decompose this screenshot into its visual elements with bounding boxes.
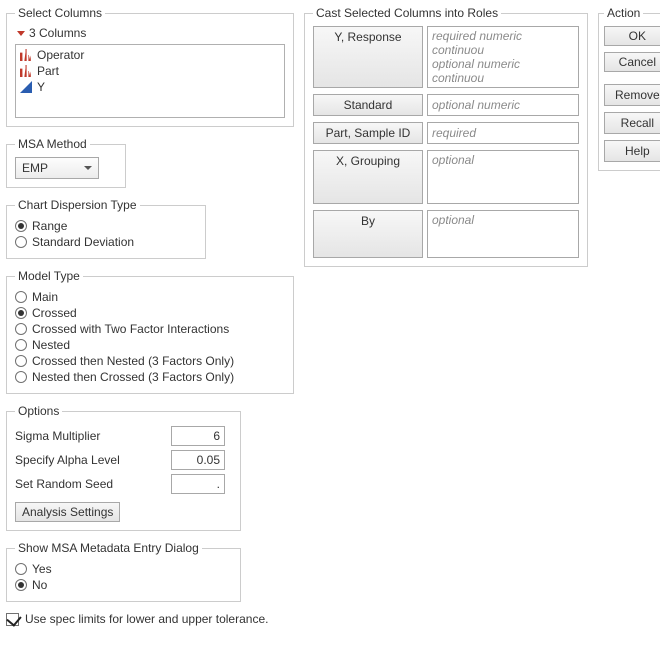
radio-icon[interactable] bbox=[15, 307, 27, 319]
radio-icon[interactable] bbox=[15, 339, 27, 351]
seed-input[interactable]: . bbox=[171, 474, 225, 494]
msa-method-legend: MSA Method bbox=[15, 137, 90, 151]
list-item[interactable]: Operator bbox=[20, 47, 280, 63]
role-row: Y, Responserequired numeric continuouopt… bbox=[313, 26, 579, 88]
metadata-dialog-group: Show MSA Metadata Entry Dialog Yes No bbox=[6, 541, 241, 602]
columns-count-label: 3 Columns bbox=[29, 26, 86, 40]
disclosure-icon[interactable] bbox=[17, 31, 25, 36]
model-type-option-label: Crossed then Nested (3 Factors Only) bbox=[32, 354, 234, 368]
roles-legend: Cast Selected Columns into Roles bbox=[313, 6, 501, 20]
model-type-option[interactable]: Crossed with Two Factor Interactions bbox=[15, 321, 285, 337]
radio-icon[interactable] bbox=[15, 371, 27, 383]
role-row: X, Grouping optional bbox=[313, 150, 579, 204]
chevron-down-icon bbox=[84, 166, 92, 170]
model-type-option[interactable]: Crossed bbox=[15, 305, 285, 321]
seed-label: Set Random Seed bbox=[15, 477, 113, 491]
model-type-option[interactable]: Nested bbox=[15, 337, 285, 353]
radio-icon[interactable] bbox=[15, 563, 27, 575]
recall-button[interactable]: Recall bbox=[604, 112, 660, 134]
list-item[interactable]: Part bbox=[20, 63, 280, 79]
model-type-option-label: Nested then Crossed (3 Factors Only) bbox=[32, 370, 234, 384]
metadata-option[interactable]: No bbox=[15, 577, 232, 593]
ok-button[interactable]: OK bbox=[604, 26, 660, 46]
role-drop-target[interactable]: required bbox=[427, 122, 579, 144]
radio-icon[interactable] bbox=[15, 236, 27, 248]
msa-method-combo[interactable]: EMP bbox=[15, 157, 99, 179]
columns-listbox[interactable]: Operator Part Y bbox=[15, 44, 285, 118]
spec-limits-row[interactable]: Use spec limits for lower and upper tole… bbox=[6, 612, 294, 626]
role-button[interactable]: X, Grouping bbox=[313, 150, 423, 204]
action-group: Action OK Cancel Remove Recall Help bbox=[598, 6, 660, 171]
spec-limits-label: Use spec limits for lower and upper tole… bbox=[25, 612, 268, 626]
dispersion-legend: Chart Dispersion Type bbox=[15, 198, 140, 212]
list-item-label: Part bbox=[37, 64, 59, 78]
model-type-option-label: Main bbox=[32, 290, 58, 304]
role-row: By optional bbox=[313, 210, 579, 258]
sigma-label: Sigma Multiplier bbox=[15, 429, 100, 443]
metadata-dialog-legend: Show MSA Metadata Entry Dialog bbox=[15, 541, 202, 555]
model-type-option-label: Crossed bbox=[32, 306, 77, 320]
select-columns-legend: Select Columns bbox=[15, 6, 105, 20]
dispersion-group: Chart Dispersion Type Range Standard Devi… bbox=[6, 198, 206, 259]
continuous-icon bbox=[20, 81, 32, 93]
model-type-option[interactable]: Crossed then Nested (3 Factors Only) bbox=[15, 353, 285, 369]
select-columns-group: Select Columns 3 Columns Operator Part Y bbox=[6, 6, 294, 127]
remove-button[interactable]: Remove bbox=[604, 84, 660, 106]
nominal-icon bbox=[20, 65, 32, 77]
model-type-legend: Model Type bbox=[15, 269, 83, 283]
action-legend: Action bbox=[604, 6, 643, 20]
role-placeholder-text: optional numeric bbox=[432, 98, 574, 112]
metadata-option[interactable]: Yes bbox=[15, 561, 232, 577]
role-button[interactable]: Y, Response bbox=[313, 26, 423, 88]
role-drop-target[interactable]: optional bbox=[427, 150, 579, 204]
radio-icon[interactable] bbox=[15, 220, 27, 232]
role-drop-target[interactable]: optional numeric bbox=[427, 94, 579, 116]
sigma-input[interactable]: 6 bbox=[171, 426, 225, 446]
role-placeholder-text: optional numeric continuou bbox=[432, 57, 574, 85]
role-placeholder-text: required bbox=[432, 126, 574, 140]
model-type-option-label: Nested bbox=[32, 338, 70, 352]
nominal-icon bbox=[20, 49, 32, 61]
help-button[interactable]: Help bbox=[604, 140, 660, 162]
role-drop-target[interactable]: optional bbox=[427, 210, 579, 258]
model-type-option[interactable]: Main bbox=[15, 289, 285, 305]
role-placeholder-text: required numeric continuou bbox=[432, 29, 574, 57]
columns-count-row[interactable]: 3 Columns bbox=[15, 26, 285, 40]
msa-method-group: MSA Method EMP bbox=[6, 137, 126, 188]
radio-icon[interactable] bbox=[15, 291, 27, 303]
list-item-label: Operator bbox=[37, 48, 84, 62]
list-item[interactable]: Y bbox=[20, 79, 280, 95]
list-item-label: Y bbox=[37, 80, 45, 94]
role-drop-target[interactable]: required numeric continuouoptional numer… bbox=[427, 26, 579, 88]
dispersion-option-label: Standard Deviation bbox=[32, 235, 134, 249]
role-button[interactable]: Part, Sample ID bbox=[313, 122, 423, 144]
radio-icon[interactable] bbox=[15, 355, 27, 367]
role-row: Standard optional numeric bbox=[313, 94, 579, 116]
dispersion-option[interactable]: Standard Deviation bbox=[15, 234, 197, 250]
model-type-group: Model Type Main Crossed Crossed with Two F… bbox=[6, 269, 294, 394]
role-placeholder-text: optional bbox=[432, 153, 574, 167]
metadata-option-label: No bbox=[32, 578, 47, 592]
roles-group: Cast Selected Columns into Roles Y, Resp… bbox=[304, 6, 588, 267]
spec-limits-checkbox[interactable] bbox=[6, 613, 19, 626]
role-row: Part, Sample ID required bbox=[313, 122, 579, 144]
dispersion-option-label: Range bbox=[32, 219, 67, 233]
dispersion-option[interactable]: Range bbox=[15, 218, 197, 234]
role-placeholder-text: optional bbox=[432, 213, 574, 227]
options-group: Options Sigma Multiplier 6 Specify Alpha… bbox=[6, 404, 241, 531]
model-type-option[interactable]: Nested then Crossed (3 Factors Only) bbox=[15, 369, 285, 385]
model-type-option-label: Crossed with Two Factor Interactions bbox=[32, 322, 229, 336]
alpha-label: Specify Alpha Level bbox=[15, 453, 120, 467]
analysis-settings-button[interactable]: Analysis Settings bbox=[15, 502, 120, 522]
role-button[interactable]: By bbox=[313, 210, 423, 258]
radio-icon[interactable] bbox=[15, 323, 27, 335]
msa-method-value: EMP bbox=[22, 161, 48, 175]
cancel-button[interactable]: Cancel bbox=[604, 52, 660, 72]
metadata-option-label: Yes bbox=[32, 562, 52, 576]
options-legend: Options bbox=[15, 404, 62, 418]
radio-icon[interactable] bbox=[15, 579, 27, 591]
role-button[interactable]: Standard bbox=[313, 94, 423, 116]
alpha-input[interactable]: 0.05 bbox=[171, 450, 225, 470]
